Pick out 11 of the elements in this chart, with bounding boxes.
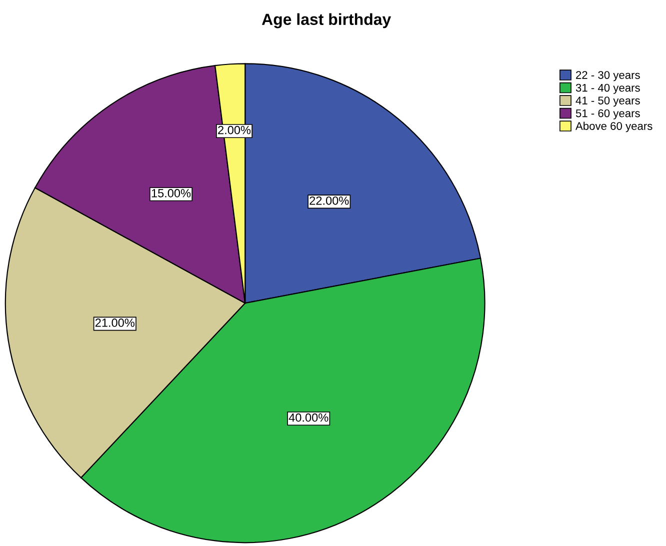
data-label: 15.00% xyxy=(152,189,191,198)
legend-label: 41 - 50 years xyxy=(576,96,640,107)
legend-label: 51 - 60 years xyxy=(576,109,640,120)
chart-title: Age last birthday xyxy=(262,13,392,28)
legend-label: 22 - 30 years xyxy=(576,71,640,82)
legend-label: Above 60 years xyxy=(575,122,652,132)
data-label: 21.00% xyxy=(95,318,134,327)
data-label: 40.00% xyxy=(288,413,328,422)
data-label: 2.00% xyxy=(218,126,251,134)
data-label: 22.00% xyxy=(310,196,349,205)
legend-label: 31 - 40 years xyxy=(576,84,640,94)
